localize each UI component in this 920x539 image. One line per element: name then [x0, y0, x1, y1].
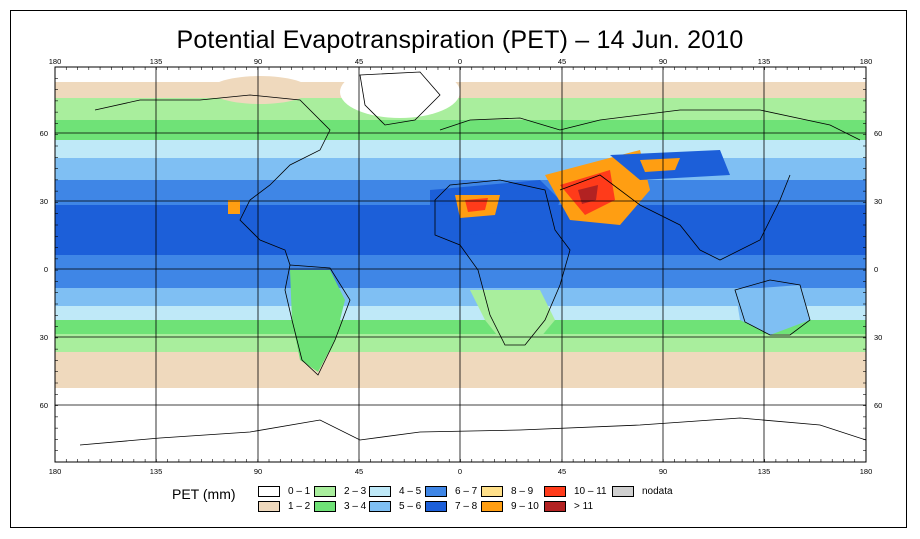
lat-labels-right: 60 30 0 30 60 — [874, 129, 882, 410]
arabia-extreme — [578, 185, 598, 204]
asia-south-coast — [559, 174, 791, 261]
legend-label: 9 – 10 — [511, 501, 539, 512]
antarctica-coast — [79, 417, 866, 446]
mexico-hot — [228, 200, 240, 214]
legend-label: 7 – 8 — [455, 501, 478, 512]
legend-swatch — [369, 486, 391, 497]
minor-ticks — [54, 66, 867, 463]
lon-label-bottom: 180 — [49, 467, 62, 476]
lat-label-left: 60 — [40, 129, 48, 138]
lon-label-top: 0 — [458, 57, 462, 66]
graticule — [55, 67, 866, 462]
legend-label: 2 – 3 — [344, 486, 367, 497]
lon-label-top: 45 — [355, 57, 363, 66]
greenland-low — [340, 67, 460, 118]
greenland-coast — [359, 71, 441, 126]
lon-label-top: 135 — [150, 57, 163, 66]
lon-label-top: 180 — [860, 57, 873, 66]
lat-label-left: 30 — [40, 197, 48, 206]
coastlines — [79, 71, 866, 446]
lon-label-top: 135 — [758, 57, 771, 66]
lat-label-left: 0 — [44, 265, 48, 274]
legend-label: 3 – 4 — [344, 501, 367, 512]
legend-swatch — [612, 486, 634, 497]
north-america-coast — [94, 94, 331, 266]
lat-label-left: 30 — [40, 333, 48, 342]
legend-swatch — [258, 501, 280, 512]
legend-label: 5 – 6 — [399, 501, 422, 512]
south-america-coast — [284, 264, 351, 376]
legend-label: 10 – 11 — [574, 486, 607, 497]
lon-label-bottom: 90 — [254, 467, 262, 476]
pet-raster — [55, 67, 866, 462]
south-america-veg — [290, 270, 345, 372]
legend-swatch — [425, 501, 447, 512]
legend-swatch — [314, 486, 336, 497]
map-title: Potential Evapotranspiration (PET) – 14 … — [176, 26, 744, 54]
australia-coast — [734, 279, 811, 336]
legend-label: 8 – 9 — [511, 486, 534, 497]
lat-labels-left: 60 30 0 30 60 — [40, 129, 48, 410]
lon-label-top: 45 — [558, 57, 566, 66]
central-asia-hot — [640, 158, 680, 172]
legend-swatch — [425, 486, 447, 497]
legend-swatch — [544, 501, 566, 512]
southern-africa-veg — [470, 290, 555, 350]
lat-label-right: 60 — [874, 401, 882, 410]
eurasia-north-coast — [439, 109, 861, 141]
lon-label-bottom: 45 — [558, 467, 566, 476]
map-frame — [10, 10, 907, 528]
lon-label-top: 90 — [254, 57, 262, 66]
lon-labels-top: 180 135 90 45 0 45 90 135 180 — [49, 57, 873, 66]
lon-labels-bottom: 180 135 90 45 0 45 90 135 180 — [49, 467, 873, 476]
legend-label: 6 – 7 — [455, 486, 478, 497]
legend-label: 1 – 2 — [288, 501, 311, 512]
lat-label-right: 60 — [874, 129, 882, 138]
legend-swatch — [369, 501, 391, 512]
lon-label-bottom: 45 — [355, 467, 363, 476]
legend-label: 0 – 1 — [288, 486, 311, 497]
australia-pet — [735, 285, 810, 335]
lon-label-bottom: 180 — [860, 467, 873, 476]
legend-swatch — [481, 501, 503, 512]
sahara-hot-core — [465, 198, 488, 212]
legend-label: nodata — [642, 486, 673, 497]
legend-swatch — [481, 486, 503, 497]
lon-label-bottom: 135 — [758, 467, 771, 476]
lat-label-right: 30 — [874, 197, 882, 206]
legend-swatch — [258, 486, 280, 497]
legend-swatch — [314, 501, 336, 512]
legend-label: 4 – 5 — [399, 486, 422, 497]
legend-label: > 11 — [574, 501, 593, 512]
lon-label-bottom: 0 — [458, 467, 462, 476]
lon-label-bottom: 90 — [659, 467, 667, 476]
lat-label-left: 60 — [40, 401, 48, 410]
lat-label-right: 30 — [874, 333, 882, 342]
lon-label-bottom: 135 — [150, 467, 163, 476]
lat-label-right: 0 — [874, 265, 878, 274]
legend-swatch — [544, 486, 566, 497]
africa-coast — [434, 179, 571, 346]
lon-label-top: 180 — [49, 57, 62, 66]
lon-label-top: 90 — [659, 57, 667, 66]
band-south-1-2 — [55, 352, 866, 388]
arctic-canada — [210, 76, 310, 104]
legend-title: PET (mm) — [172, 486, 236, 502]
